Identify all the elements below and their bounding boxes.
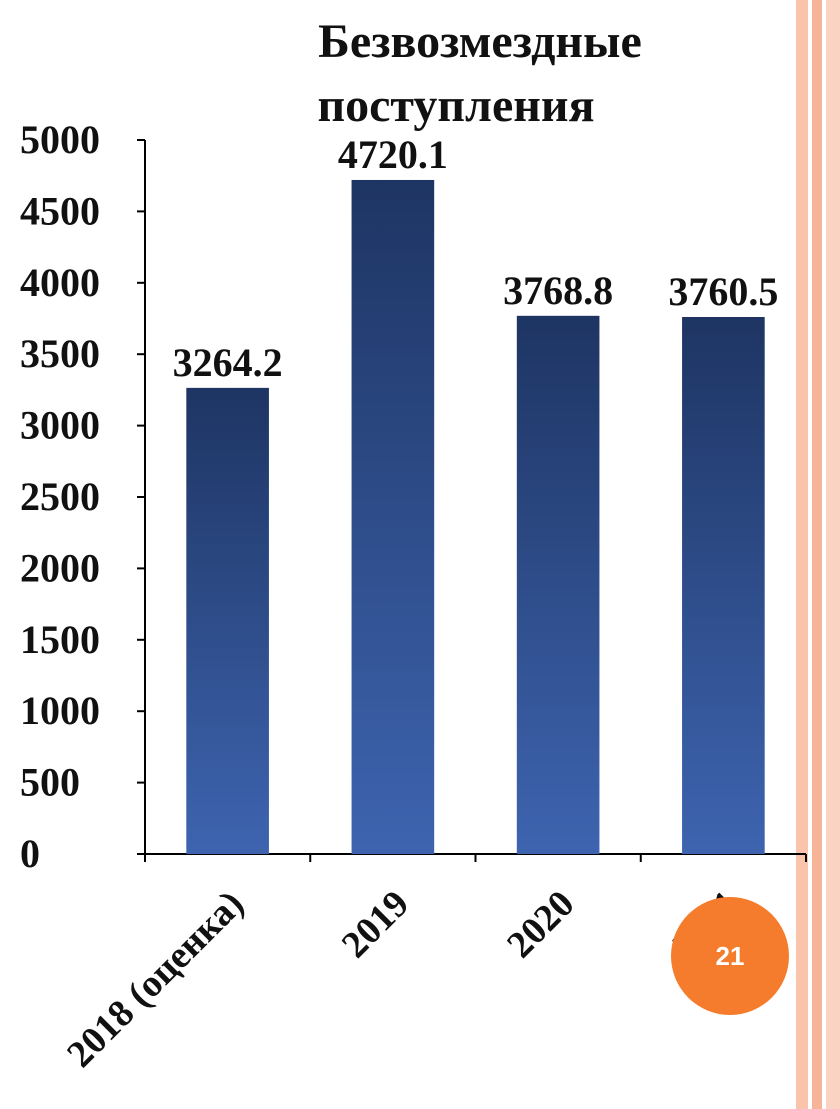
y-tick-label: 2000 xyxy=(20,545,100,590)
y-tick-label: 3500 xyxy=(20,331,100,376)
x-category-label: 2018 (оценка) xyxy=(59,883,252,1076)
y-tick-label: 2500 xyxy=(20,474,100,519)
bar-value-label: 3768.8 xyxy=(503,268,613,313)
bar-value-label: 3760.5 xyxy=(668,269,778,314)
y-tick-label: 1500 xyxy=(20,617,100,662)
y-tick-label: 4000 xyxy=(20,260,100,305)
x-category-label: 2020 xyxy=(499,883,582,966)
bar xyxy=(516,315,600,854)
x-category-label: 2019 xyxy=(334,883,417,966)
y-tick-label: 500 xyxy=(20,760,80,805)
bar xyxy=(682,317,765,854)
bar-value-label: 3264.2 xyxy=(173,340,283,385)
chart-title-line-2: поступления xyxy=(317,79,594,132)
bars xyxy=(186,179,765,854)
bar xyxy=(351,179,435,854)
data-labels: 3264.2 4720.1 3768.8 3760.5 xyxy=(173,132,779,385)
bar xyxy=(186,387,269,854)
right-decor-stripe-edge xyxy=(826,0,840,1109)
y-tick-label: 0 xyxy=(20,831,40,876)
chart-title-line-1: Безвозмездные xyxy=(318,15,642,68)
page-number: 21 xyxy=(715,940,745,971)
page-number-badge: 21 xyxy=(671,897,789,1015)
y-tick-label: 1000 xyxy=(20,688,100,733)
y-tick-label: 4500 xyxy=(20,188,100,233)
y-tick-label: 5000 xyxy=(20,117,100,162)
bar-value-label: 4720.1 xyxy=(338,132,448,177)
right-decor-stripe-inner xyxy=(812,0,822,1109)
right-decor-stripe-outer xyxy=(796,0,808,1109)
y-axis: 0 500 1000 1500 2000 2500 3000 3500 4000 4500 5000 xyxy=(20,117,146,876)
y-tick-label: 3000 xyxy=(20,403,100,448)
